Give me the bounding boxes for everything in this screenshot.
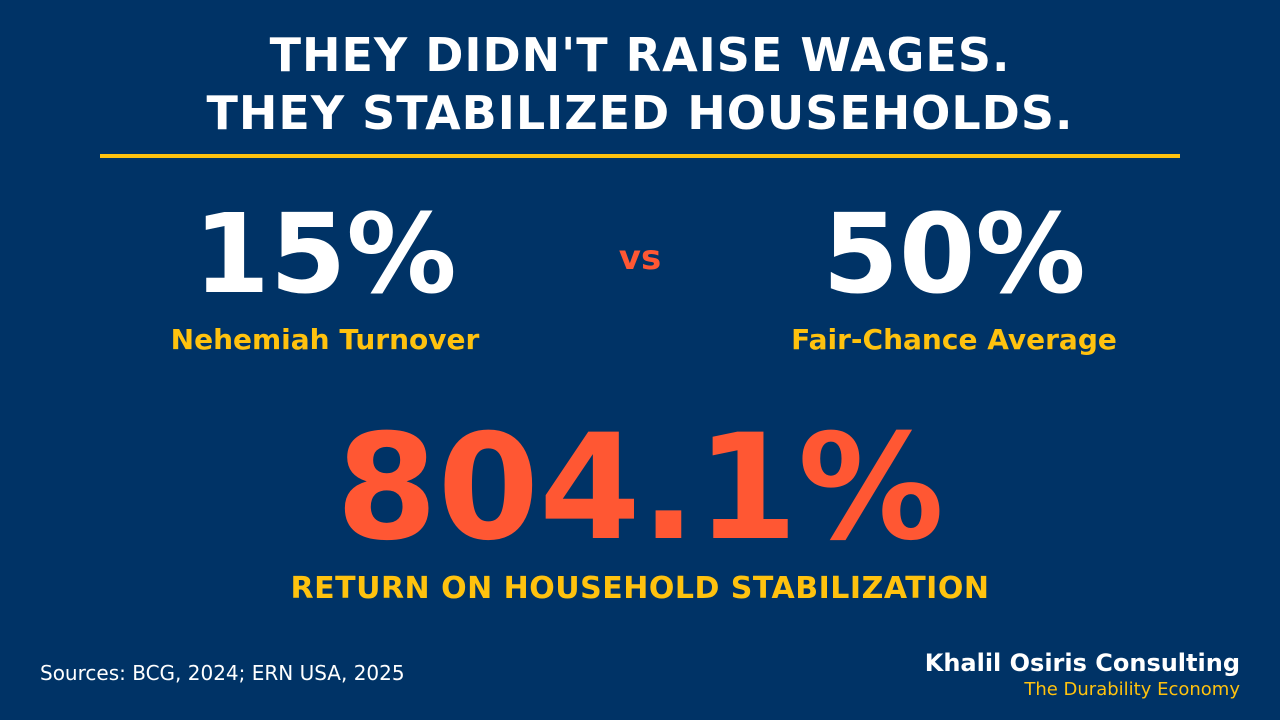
headline: THEY DIDN'T RAISE WAGES. THEY STABILIZED… [0, 26, 1280, 142]
stat-nehemiah-label: Nehemiah Turnover [170, 323, 480, 356]
stat-nehemiah: 15% Nehemiah Turnover [95, 192, 555, 358]
headline-line-1: THEY DIDN'T RAISE WAGES. [269, 28, 1011, 82]
stat-fair-chance: 50% Fair-Chance Average [724, 192, 1184, 358]
headline-divider [100, 154, 1180, 158]
return-value: 804.1% [335, 403, 945, 573]
brand-block: Khalil Osiris Consulting The Durability … [925, 648, 1240, 702]
stat-fair-chance-value: 50% [822, 190, 1086, 318]
return-label: RETURN ON HOUSEHOLD STABILIZATION [290, 571, 990, 606]
stat-fair-chance-label: Fair-Chance Average [791, 323, 1117, 356]
sources-note: Sources: BCG, 2024; ERN USA, 2025 [40, 661, 405, 685]
versus-separator: vs [618, 238, 662, 278]
brand-tagline: The Durability Economy [1024, 679, 1240, 700]
brand-name: Khalil Osiris Consulting [924, 649, 1240, 677]
headline-line-2: THEY STABILIZED HOUSEHOLDS. [206, 86, 1074, 140]
stat-nehemiah-value: 15% [193, 190, 457, 318]
